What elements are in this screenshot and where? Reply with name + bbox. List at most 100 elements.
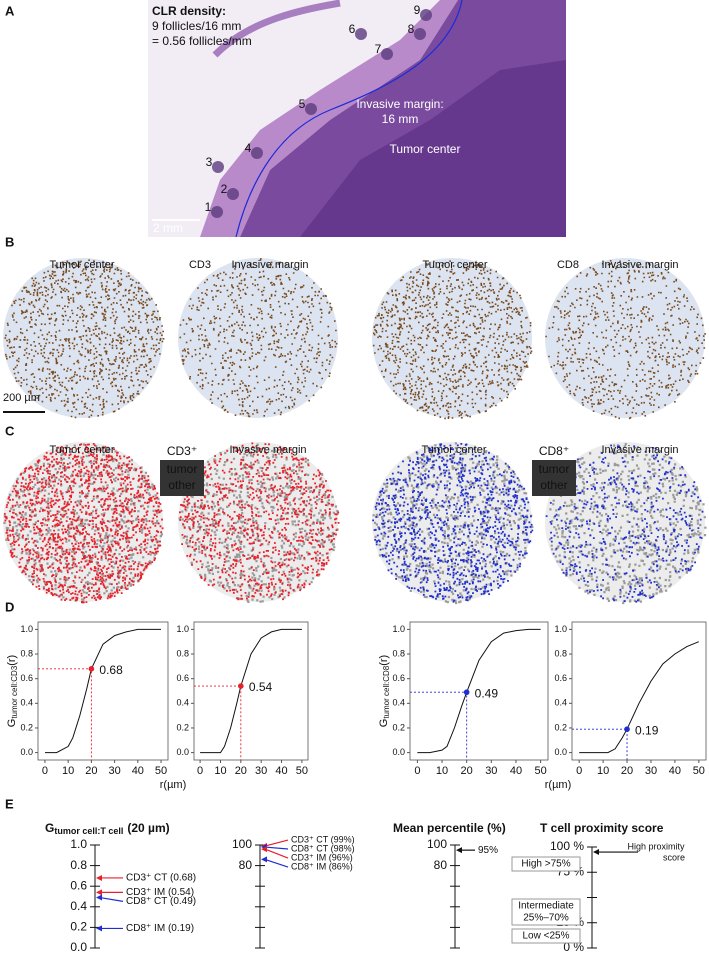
title-sub: tumor cell:T cell [54,826,123,836]
y-tick-label: 0.2 [20,722,33,732]
title-main: T cell proximity score [540,821,664,835]
region-label: Invasive margin [231,259,308,271]
panel-label: D [5,599,14,614]
y-axis-label: Gtumor cell:CD3(r) [6,655,19,727]
arrow-head [593,849,599,856]
arrow-label: CD8⁺ IM (86%) [291,861,353,871]
follicle-number: 6 [349,22,356,36]
legend-entry: tumor [167,462,198,476]
x-tick-label: 30 [645,765,657,777]
y-tick-label: 0.0 [20,747,33,757]
y-tick-label: 1.0 [176,624,189,634]
tissue-core [545,258,705,418]
y-tick-label: 1.0 [392,624,405,634]
arrow-shaft [264,848,289,859]
y-tick-label: 0.4 [392,698,405,708]
y-tick-label: 0.6 [554,673,567,683]
y-label-sub: tumor cell:CD8 [382,665,391,718]
plot-frame [193,621,309,761]
region-label: Invasive margin [601,444,678,456]
margin-zone [200,0,458,237]
x-tick-label: 40 [510,765,522,777]
band-box [511,928,581,944]
cells [3,443,164,604]
y-tick-label: 0.8 [176,648,189,658]
y-tick-label: 0.6 [176,673,189,683]
y-tick-label: 0.8 [70,858,87,872]
y-tick-label: 0.4 [20,698,33,708]
tissue-core [545,442,705,602]
margin-label: 16 mm [382,112,419,126]
arrow-label: CD3⁺ IM (0.54) [126,887,194,898]
marker-point [88,666,95,672]
x-tick-label: 50 [693,765,705,777]
tissue-core [178,442,338,602]
marker-point [238,683,244,689]
scale-label: 200 µm [3,392,40,404]
stain-label: CD3 [189,259,211,271]
y-tick-label: 0.4 [554,698,567,708]
marker-value: 0.54 [249,680,273,694]
y-tick-label: 1.0 [554,624,567,634]
density-line: = 0.56 follicles/mm [152,34,252,48]
arrow-head [96,925,102,932]
y-tick-label: 1.0 [70,837,87,851]
band-label: High >75% [521,859,570,870]
arrow-head [96,894,102,901]
cells [178,443,339,603]
guide-line [410,691,468,760]
follicle-number: 3 [206,155,213,169]
plot-frame [409,621,549,761]
panel-label: C [5,423,15,438]
band-label: 25%–70% [523,913,569,924]
arrow-label: score [663,852,685,862]
y-tick-label: 0.4 [176,698,189,708]
follicle [381,48,393,60]
region-label: Tumor center [422,259,487,271]
x-tick-label: 30 [255,765,267,777]
center-label: Tumor center [390,142,461,156]
arrow-label: CD8⁺ CT (0.49) [126,896,196,907]
band-box [511,898,581,926]
y-tick-label: 0.6 [70,878,87,892]
y-tick-label: 80 [434,858,448,872]
density-title: CLR density: [152,4,226,18]
follicle [251,147,263,159]
x-tick-label: 40 [132,765,144,777]
title-main: G [45,821,54,835]
marker-value: 0.68 [99,663,123,677]
textures [3,9,707,605]
marker-point [624,726,630,732]
follicle-number: 8 [408,22,415,36]
x-axis-label: r(µm) [160,779,187,791]
arrow-label: CD3⁺ CT (0.68) [126,873,196,884]
band-box [511,856,581,872]
arrow-label: CD3⁺ CT (99%) [291,834,355,844]
tumor-core [300,60,566,237]
y-tick-label: 0.4 [70,899,87,913]
cells [179,258,338,418]
cells [4,259,165,419]
curve [45,628,161,754]
follicle-number: 4 [245,141,252,155]
title-suffix: (20 µm) [127,821,169,835]
y-label-suffix: (r) [6,655,18,666]
tissue-core [372,442,532,602]
region-label: Tumor center [421,444,486,456]
guide-line [38,668,92,760]
arrow-head [96,889,102,896]
x-tick-label: 30 [108,765,120,777]
scale-label: 2 mm [153,221,183,235]
x-tick-label: 20 [621,765,633,777]
x-tick-label: 0 [576,765,582,777]
x-axis-label: r(µm) [545,779,572,791]
x-tick-label: 20 [461,765,473,777]
plot-frame [571,621,707,761]
y-tick-label: 0 % [563,940,584,954]
x-tick-label: 10 [214,765,226,777]
cells [3,443,164,604]
marker-value: 0.49 [475,686,499,700]
guide-line [194,685,242,760]
y-tick-label: 100 % [550,839,584,853]
band-label: Low <25% [523,931,570,942]
